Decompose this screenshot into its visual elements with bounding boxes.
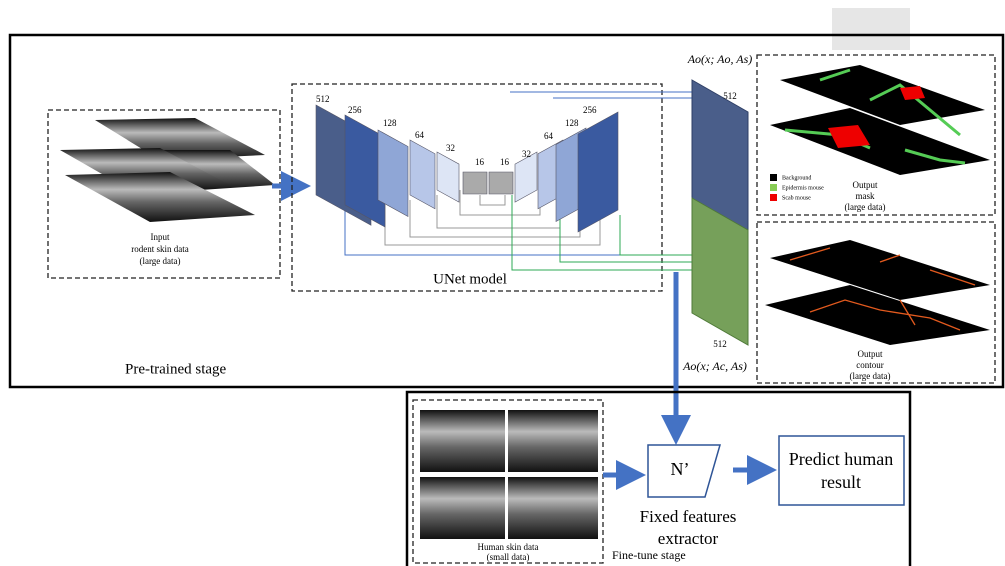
layer-size: 16 xyxy=(475,157,485,167)
legend-label: Epidermis mouse xyxy=(782,185,824,191)
layer xyxy=(344,114,386,228)
input-box xyxy=(47,109,281,279)
output-label: contour xyxy=(856,360,884,370)
layer-size: 128 xyxy=(565,118,579,128)
output-label: (large data) xyxy=(849,371,890,381)
legend-swatch xyxy=(770,194,777,201)
human-box xyxy=(412,399,604,564)
head-formula: Ao(x; Ao, As) xyxy=(687,52,753,66)
layer-size: 512 xyxy=(316,94,330,104)
layer xyxy=(577,111,619,233)
input-images xyxy=(60,118,275,222)
layer-size: 256 xyxy=(583,105,597,115)
unet-layers: 512 256 128 64 32 16 16 32 64 128 256 xyxy=(315,94,619,233)
extractor-label: Fixed features xyxy=(640,507,737,526)
legend-label: Background xyxy=(782,175,811,181)
legend-swatch xyxy=(770,174,777,181)
output-label: mask xyxy=(856,191,875,201)
input-label: (large data) xyxy=(139,256,180,266)
layer-size: 32 xyxy=(446,143,455,153)
extractor-shape xyxy=(647,444,721,498)
prediction-label: Predict human xyxy=(789,449,893,469)
output-label: Output xyxy=(852,180,878,190)
stage-label: Pre-trained stage xyxy=(125,361,227,377)
prediction-box xyxy=(778,435,905,506)
unet-title: UNet model xyxy=(433,271,507,287)
layer-size: 16 xyxy=(500,157,510,167)
legend-label: Scab mouse xyxy=(782,195,811,201)
legend: Background Epidermis mouse Scab mouse xyxy=(770,174,824,201)
layer-size: 256 xyxy=(348,105,362,115)
legend-swatch xyxy=(770,184,777,191)
layer xyxy=(514,151,538,203)
human-label: (small data) xyxy=(487,552,530,562)
input-label: Input xyxy=(151,232,170,242)
unet-box xyxy=(291,83,663,292)
layer-size: 64 xyxy=(544,131,554,141)
contour-head xyxy=(691,197,749,346)
layer-size: 128 xyxy=(383,118,397,128)
output-label: (large data) xyxy=(844,202,885,212)
stage-label: Fine-tune stage xyxy=(612,548,686,562)
prediction-label: result xyxy=(821,472,861,492)
mask-box xyxy=(756,54,996,216)
layer xyxy=(377,129,409,218)
finetune-box xyxy=(405,390,912,566)
head-channels: 512 xyxy=(723,91,737,101)
contour-images xyxy=(765,240,990,345)
layer xyxy=(436,151,460,203)
layer xyxy=(488,171,514,195)
layer-size: 32 xyxy=(522,149,531,159)
output-label: Output xyxy=(857,349,883,359)
mask-images xyxy=(770,65,990,175)
layer xyxy=(409,139,436,210)
layer xyxy=(462,171,488,195)
gray-patch xyxy=(832,8,910,50)
human-images xyxy=(420,410,598,539)
extractor-symbol: N’ xyxy=(671,459,690,479)
human-label: Human skin data xyxy=(478,542,539,552)
pretrained-box xyxy=(8,33,1005,389)
layer-size: 64 xyxy=(415,130,425,140)
head-channels: 512 xyxy=(713,339,727,349)
extractor-label: extractor xyxy=(658,529,719,548)
input-label: rodent skin data xyxy=(131,244,189,254)
head-formula: Ao(x; Ac, As) xyxy=(682,359,747,373)
